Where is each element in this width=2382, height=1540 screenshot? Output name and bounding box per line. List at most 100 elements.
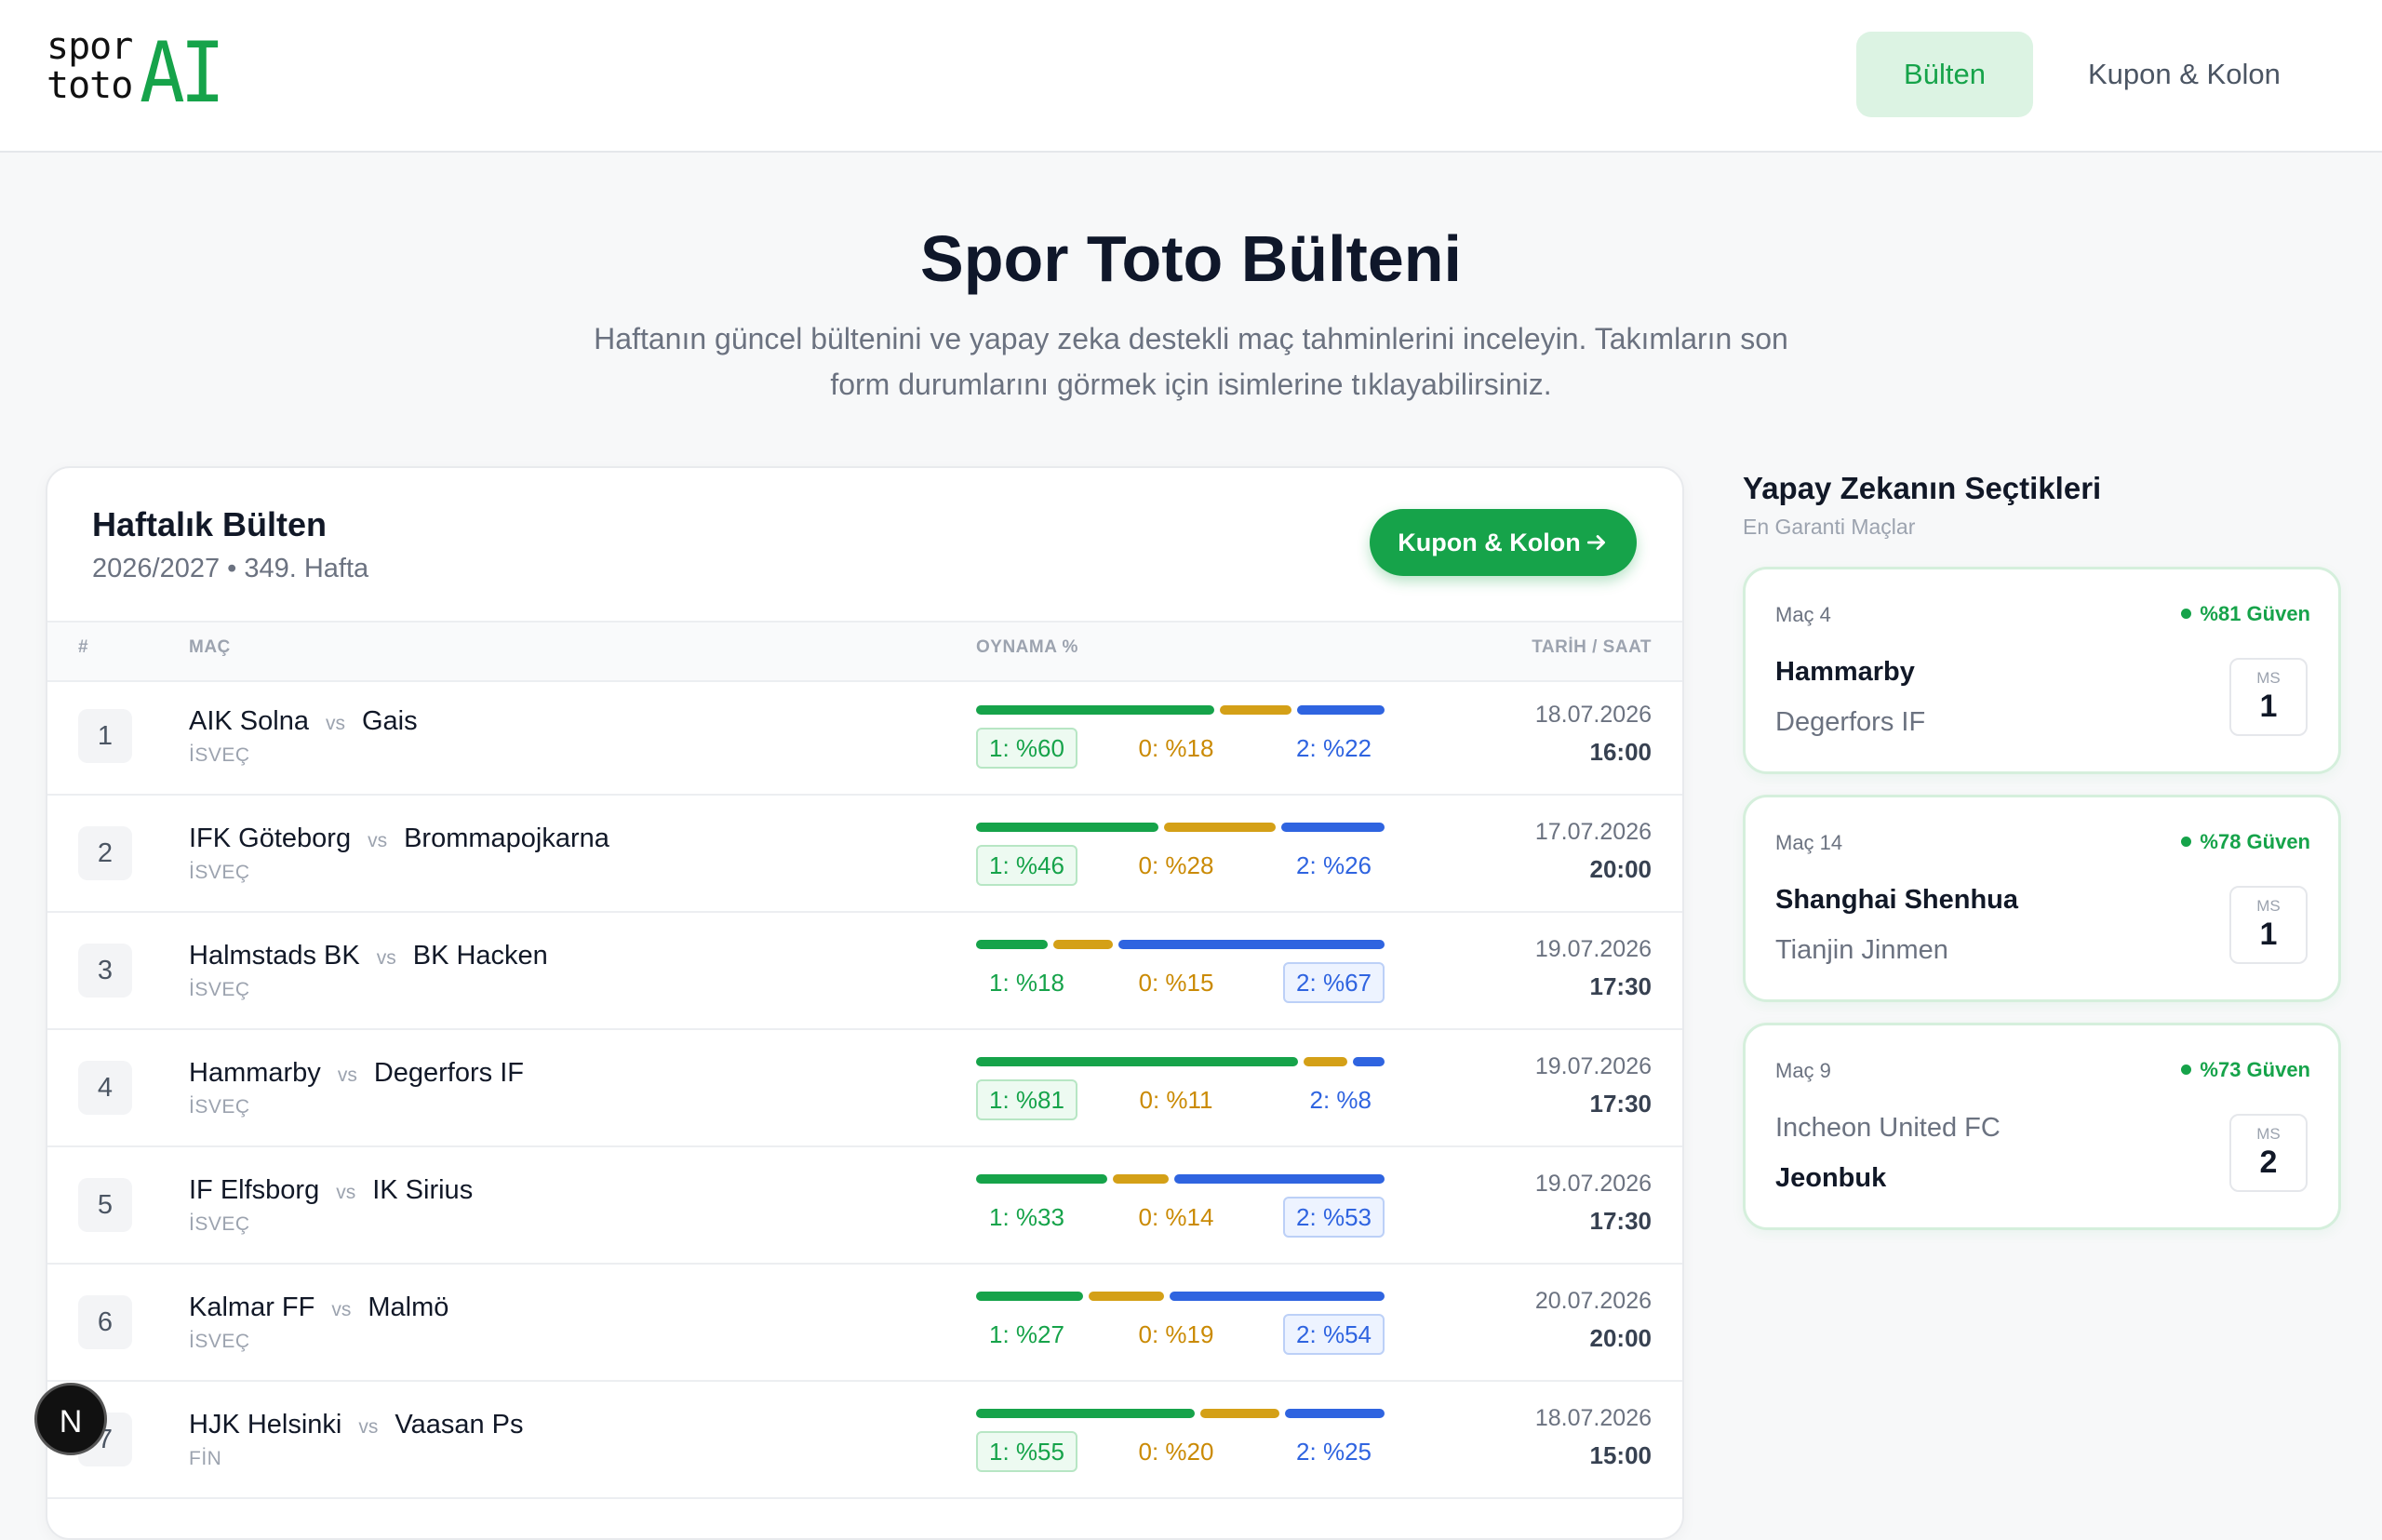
nav-bulletin[interactable]: Bülten — [1856, 32, 2033, 117]
odds-bar — [1164, 823, 1276, 832]
odds-label: 2: %8 — [1309, 1086, 1372, 1114]
odds-bar — [1117, 940, 1385, 949]
vs-label: vs — [368, 830, 388, 851]
match-date: 19.07.2026 — [1534, 1053, 1652, 1079]
odds-label: 1: %18 — [989, 969, 1064, 997]
bulletin-title: Haftalık Bülten — [92, 505, 328, 543]
row-divider — [47, 1145, 1682, 1147]
pick-home[interactable]: Hammarby — [1775, 657, 1915, 687]
match-date: 20.07.2026 — [1534, 1288, 1652, 1314]
odds-label: 2: %54 — [1283, 1314, 1385, 1355]
row-number: 6 — [78, 1295, 132, 1349]
odds-bar — [1112, 1174, 1169, 1184]
country: İSVEÇ — [189, 1213, 250, 1235]
pick-away[interactable]: Degerfors IF — [1775, 707, 1926, 737]
row-divider — [47, 1497, 1682, 1499]
pick-confidence: %73 Güven — [2181, 1058, 2310, 1082]
home-team[interactable]: IF Elfsborg — [189, 1175, 320, 1205]
odds-label: 1: %33 — [989, 1203, 1064, 1231]
odds-bar — [976, 1292, 1084, 1301]
pick-card[interactable]: Maç 9 %73 Güven Incheon United FC Jeonbuk MS… — [1743, 1023, 2341, 1230]
away-team[interactable]: Brommapojkarna — [404, 824, 609, 853]
vs-label: vs — [325, 713, 345, 734]
country: FİN — [189, 1448, 222, 1469]
home-team[interactable]: HJK Helsinki — [189, 1410, 342, 1440]
home-team[interactable]: IFK Göteborg — [189, 824, 352, 853]
pick-confidence: %81 Güven — [2181, 602, 2310, 626]
home-team[interactable]: Kalmar FF — [189, 1292, 315, 1322]
row-divider — [47, 1028, 1682, 1030]
match-line: Hammarby vs Degerfors IF — [189, 1058, 524, 1089]
logo-bottom: toto — [47, 64, 133, 107]
pick-home[interactable]: Incheon United FC — [1775, 1113, 2001, 1143]
odds-label: 0: %15 — [1138, 969, 1214, 997]
column-header: # — [78, 637, 89, 657]
vs-label: vs — [331, 1299, 352, 1320]
odds-bar — [1173, 1174, 1385, 1184]
away-team[interactable]: IK Sirius — [372, 1175, 474, 1205]
home-team[interactable]: Hammarby — [189, 1058, 321, 1088]
odds-bar — [976, 823, 1159, 832]
odds-label: 0: %18 — [1138, 734, 1214, 762]
pick-card[interactable]: Maç 14 %78 Güven Shanghai Shenhua Tianjin J… — [1743, 795, 2341, 1002]
row-number: 4 — [78, 1061, 132, 1115]
odds-label: 1: %60 — [976, 728, 1077, 769]
odds-bar — [1352, 1057, 1385, 1066]
odds-label: 0: %28 — [1138, 851, 1214, 879]
odds-bar — [1285, 1409, 1385, 1418]
away-team[interactable]: Malmö — [368, 1292, 449, 1322]
match-time: 17:30 — [1589, 972, 1653, 1000]
country: İSVEÇ — [189, 1331, 250, 1352]
pick-away[interactable]: Jeonbuk — [1775, 1163, 1887, 1193]
pick-ms-label: MS — [2256, 669, 2281, 687]
status-dot — [2181, 837, 2192, 847]
row-number: 5 — [78, 1178, 132, 1232]
status-dot — [2181, 1065, 2192, 1075]
odds-bar — [976, 1057, 1298, 1066]
home-team[interactable]: AIK Solna — [189, 706, 309, 736]
away-team[interactable]: BK Hacken — [412, 941, 548, 971]
pick-away[interactable]: Tianjin Jinmen — [1775, 935, 1948, 965]
country: İSVEÇ — [189, 744, 250, 766]
match-time: 17:30 — [1589, 1207, 1653, 1235]
vs-label: vs — [358, 1416, 379, 1438]
picks-subtitle: En Garanti Maçlar — [1743, 515, 1916, 539]
row-divider — [47, 911, 1682, 913]
pick-result: 1 — [2259, 917, 2278, 952]
away-team[interactable]: Degerfors IF — [373, 1058, 524, 1088]
odds-bar — [1199, 1409, 1280, 1418]
odds-label: 2: %67 — [1283, 962, 1385, 1003]
odds-label: 0: %14 — [1138, 1203, 1214, 1231]
row-number: 2 — [78, 826, 132, 880]
row-divider — [47, 1263, 1682, 1265]
pick-box: MS 1 — [2229, 886, 2308, 964]
vs-label: vs — [376, 947, 396, 969]
pick-result: 1 — [2259, 689, 2278, 724]
home-team[interactable]: Halmstads BK — [189, 941, 360, 971]
country: İSVEÇ — [189, 1096, 250, 1118]
odds-label: 2: %26 — [1296, 851, 1372, 879]
pick-home[interactable]: Shanghai Shenhua — [1775, 885, 2019, 915]
match-line: HJK Helsinki vs Vaasan Ps — [189, 1410, 523, 1440]
match-time: 17:30 — [1589, 1090, 1653, 1118]
coupon-button[interactable]: Kupon & Kolon — [1370, 509, 1637, 576]
pick-box: MS 2 — [2229, 1114, 2308, 1192]
match-time: 20:00 — [1589, 1324, 1653, 1352]
match-date: 18.07.2026 — [1534, 702, 1652, 728]
match-time: 15:00 — [1589, 1441, 1653, 1469]
row-divider — [47, 794, 1682, 796]
odds-bar — [1170, 1292, 1385, 1301]
odds-bar — [976, 705, 1215, 715]
pick-card[interactable]: Maç 4 %81 Güven Hammarby Degerfors IF MS 1 — [1743, 567, 2341, 774]
hero-title: Spor Toto Bülteni — [920, 222, 1462, 295]
row-number: 1 — [78, 709, 132, 763]
table-head — [47, 621, 1682, 682]
nav-coupon[interactable]: Kupon & Kolon — [2088, 58, 2281, 90]
status-dot — [2181, 609, 2192, 619]
odds-bar — [1280, 823, 1385, 832]
away-team[interactable]: Vaasan Ps — [395, 1410, 524, 1440]
odds-bar — [1220, 705, 1292, 715]
dev-badge[interactable]: N — [34, 1383, 107, 1455]
odds-bar — [1297, 705, 1385, 715]
away-team[interactable]: Gais — [361, 706, 418, 736]
